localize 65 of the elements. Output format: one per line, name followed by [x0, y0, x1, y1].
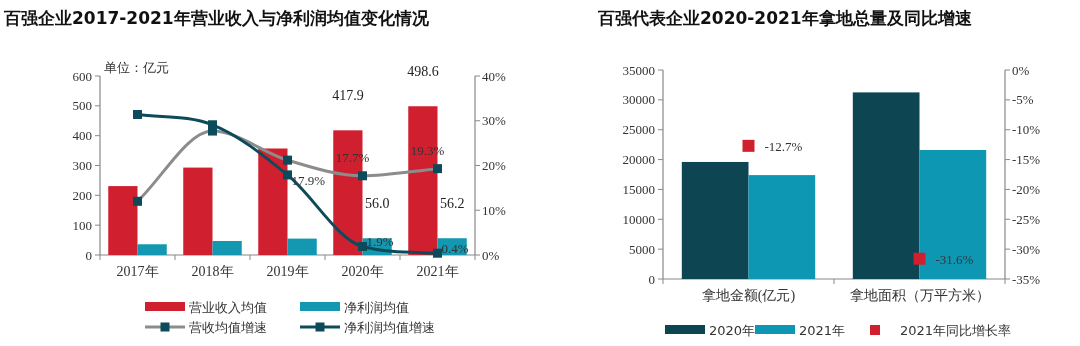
y-tick-label: 600 — [72, 68, 92, 84]
y-tick-label: 35000 — [622, 62, 655, 78]
data-label: 56.2 — [439, 196, 465, 212]
y2-tick-label: 0% — [482, 247, 500, 263]
y2-tick-label: 20% — [482, 158, 506, 173]
bar — [919, 150, 987, 279]
text: 单位：亿元 — [104, 60, 169, 75]
y2-tick-label: -15% — [1012, 152, 1041, 168]
y2-tick-label: -10% — [1012, 122, 1041, 138]
y-tick-label: 5000 — [629, 241, 655, 257]
bar — [681, 161, 749, 279]
y-tick-label: 0 — [648, 271, 655, 287]
y-tick-label: 10000 — [622, 211, 655, 227]
bar — [137, 244, 167, 255]
y2-tick-label: -20% — [1012, 181, 1041, 197]
y2-tick-label: 10% — [482, 202, 506, 218]
x-tick-label: 拿地面积（万平方米） — [849, 288, 990, 303]
bar — [183, 167, 213, 255]
x-tick-label: 2021年 — [416, 264, 459, 279]
point — [433, 248, 442, 258]
y2-tick-label: -30% — [1012, 241, 1041, 257]
bar — [852, 92, 920, 279]
y-tick-label: 400 — [72, 128, 92, 144]
bar — [748, 175, 816, 279]
y2-tick-label: 0% — [1012, 62, 1030, 78]
y2-tick-label: 40% — [482, 68, 506, 84]
legend-label: 净利润均值增速 — [344, 320, 435, 335]
x-tick-label: 拿地金额(亿元) — [701, 288, 796, 304]
x-tick-label: 2017年 — [116, 264, 159, 279]
legend-label: 净利润均值 — [344, 300, 409, 315]
legend-label: 营收均值增速 — [189, 320, 267, 335]
y-tick-label: 25000 — [622, 122, 655, 138]
chart-title: 百强企业2017-2021年营业收入与净利润均值变化情况 — [3, 8, 430, 28]
y-tick-label: 20000 — [622, 152, 655, 168]
data-label: -31.6% — [935, 251, 974, 267]
point — [133, 109, 142, 119]
y2-tick-label: -25% — [1012, 211, 1041, 227]
y-tick-label: 30000 — [622, 92, 655, 108]
bar — [212, 240, 242, 255]
bar — [258, 148, 288, 255]
x-tick-label: 2020年 — [341, 264, 384, 279]
y-tick-label: 200 — [72, 187, 92, 203]
y-tick-label: 15000 — [622, 181, 655, 197]
y-tick-label: 500 — [72, 98, 92, 114]
y2-tick-label: -35% — [1012, 271, 1041, 287]
legend-label: 营业收入均值 — [189, 300, 267, 315]
y2-tick-label: -5% — [1012, 92, 1034, 108]
x-tick-label: 2018年 — [191, 264, 234, 279]
chart-title: 百强代表企业2020-2021年拿地总量及同比增速 — [597, 8, 972, 28]
legend-label: 2021年同比增长率 — [900, 323, 1012, 338]
data-label: 417.9 — [332, 88, 364, 104]
bar — [108, 186, 138, 255]
legend-label: 2021年 — [799, 323, 846, 338]
point — [358, 242, 367, 251]
data-label: 56.0 — [364, 196, 390, 212]
point — [283, 170, 292, 180]
x-tick-label: 2019年 — [266, 264, 309, 279]
bar — [287, 238, 317, 255]
legend-label: 2020年 — [709, 323, 756, 338]
y-tick-label: 0 — [85, 247, 92, 263]
y-tick-label: 100 — [72, 217, 92, 233]
y-tick-label: 300 — [72, 158, 92, 173]
y2-tick-label: 30% — [482, 113, 506, 129]
data-label: -12.7% — [764, 138, 803, 154]
data-label: 498.6 — [407, 64, 439, 80]
